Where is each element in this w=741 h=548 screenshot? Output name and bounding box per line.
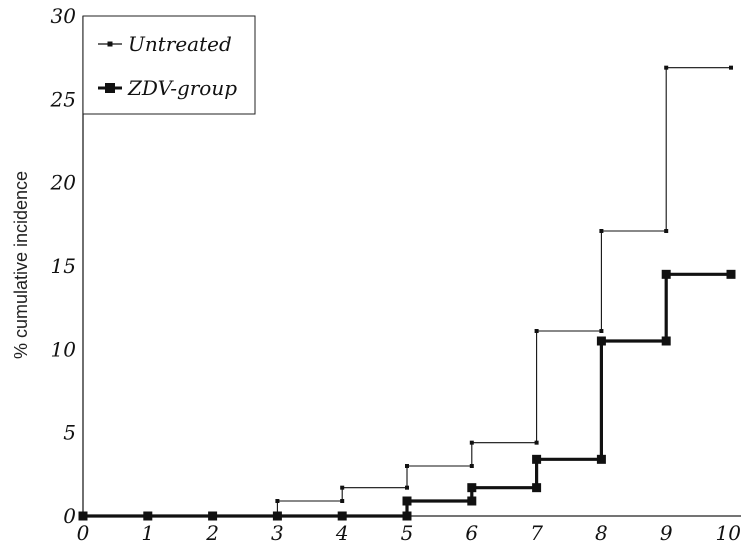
series-2-marker — [143, 511, 153, 521]
series-1-marker — [664, 65, 669, 70]
series-2-marker — [337, 511, 347, 521]
series-1-marker — [729, 65, 733, 70]
series-2-marker — [596, 336, 606, 346]
series-2-marker — [402, 496, 412, 506]
series-2-marker — [467, 496, 477, 506]
tick-labels: 0 1 2 3 4 5 6 7 8 9 10 0 5 10 15 20 25 30 — [50, 4, 741, 545]
y-tick-label: 0 — [63, 504, 76, 528]
series-1-marker — [599, 329, 604, 333]
x-tick-label: 2 — [205, 521, 219, 545]
legend-box — [82, 15, 256, 115]
series-1-marker — [275, 499, 280, 503]
x-tick-label: 5 — [401, 521, 414, 545]
series-2-marker — [402, 511, 412, 521]
x-tick-label: 7 — [530, 521, 543, 545]
y-tick-label: 5 — [63, 421, 76, 445]
x-tick-label: 3 — [271, 521, 284, 545]
y-tick-label: 30 — [51, 4, 77, 28]
y-tick-label: 10 — [51, 337, 77, 361]
legend-zdv-label: ZDV-group — [127, 76, 237, 100]
series-2-marker — [596, 454, 606, 464]
series-2-marker — [78, 511, 88, 521]
series-1-marker — [469, 440, 474, 445]
x-tick-label: 1 — [141, 521, 154, 545]
y-axis-label: % cumulative incidence — [11, 171, 31, 359]
series-1-marker — [664, 229, 669, 233]
series-2-marker — [661, 336, 671, 346]
legend-zdv-marker — [105, 83, 115, 93]
y-tick-label: 20 — [50, 171, 77, 195]
x-tick-label: 10 — [716, 521, 741, 545]
series-2-marker — [726, 269, 736, 279]
legend-untreated-label: Untreated — [128, 32, 232, 56]
series-1-marker — [340, 485, 345, 490]
series-2-marker — [272, 511, 282, 521]
series-1-marker — [534, 440, 539, 445]
series-layer — [78, 65, 736, 521]
series-1-marker — [405, 485, 409, 490]
x-tick-label: 8 — [595, 521, 608, 545]
legend: Untreated ZDV-group — [82, 15, 256, 115]
x-tick-label: 4 — [335, 521, 349, 545]
series-1-marker — [599, 229, 604, 233]
series-1-marker — [534, 329, 539, 333]
series-line-1 — [83, 67, 731, 517]
x-tick-label: 0 — [77, 521, 90, 545]
series-1-marker — [340, 499, 345, 503]
x-tick-label: 9 — [660, 521, 673, 545]
y-tick-label: 25 — [50, 87, 76, 111]
x-tick-label: 6 — [465, 521, 478, 545]
series-2-marker — [208, 511, 218, 521]
series-1-marker — [469, 464, 474, 468]
series-2-marker — [532, 483, 542, 493]
series-2-marker — [532, 454, 542, 464]
y-tick-label: 15 — [51, 254, 76, 278]
legend-untreated-marker — [107, 41, 113, 47]
series-1-marker — [405, 464, 409, 468]
series-2-marker — [661, 269, 671, 279]
series-2-marker — [467, 483, 477, 493]
series-line-2 — [83, 272, 731, 518]
